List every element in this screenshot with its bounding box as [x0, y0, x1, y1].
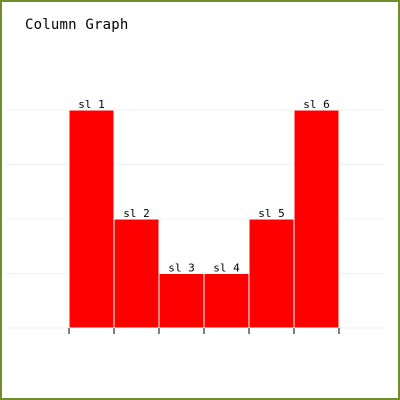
chart-title: Column Graph [25, 17, 129, 33]
bar-3 [158, 273, 205, 329]
bars [68, 109, 340, 329]
bar-4 [203, 273, 250, 329]
bar-2 [113, 218, 160, 329]
bar-labels: sl 1 sl 2 sl 3 sl 4 sl 5 sl 6 [78, 98, 330, 275]
x-axis [68, 328, 340, 334]
bar-label-1: sl 1 [78, 98, 105, 111]
bar-label-6: sl 6 [303, 98, 330, 111]
bar-5 [248, 218, 295, 329]
bar-6 [293, 109, 340, 329]
bar-label-5: sl 5 [258, 207, 285, 220]
bar-label-4: sl 4 [213, 262, 240, 275]
bar-label-3: sl 3 [168, 262, 195, 275]
bar-1 [68, 109, 115, 329]
bar-label-2: sl 2 [123, 207, 150, 220]
